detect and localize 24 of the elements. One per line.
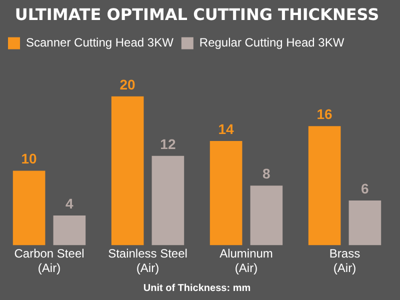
- data-label: 8: [262, 166, 271, 182]
- bar: [111, 96, 144, 246]
- x-tick-label: Carbon Steel (Air): [14, 246, 84, 276]
- chart-title: ULTIMATE OPTIMAL CUTTING THICKNESS: [14, 4, 380, 24]
- data-label: 16: [316, 106, 333, 122]
- bar: [250, 186, 283, 246]
- bar: [210, 141, 242, 246]
- data-label: 6: [361, 180, 370, 196]
- x-tick-label: Brass (Air): [329, 246, 360, 276]
- legend-label: Scanner Cutting Head 3KW: [26, 36, 174, 50]
- bar: [348, 200, 382, 246]
- data-label: 10: [21, 150, 38, 167]
- data-label: 12: [160, 136, 176, 152]
- bar: [12, 170, 46, 246]
- bar: [308, 126, 341, 246]
- x-tick-label: Stainless Steel (Air): [108, 246, 188, 276]
- data-label: 14: [218, 120, 234, 137]
- data-label: 20: [120, 76, 136, 92]
- x-axis-title: Unit of Thickness: mm: [143, 282, 251, 294]
- x-tick-label: Aluminum (Air): [220, 246, 273, 276]
- bar: [152, 156, 184, 246]
- bar: [53, 215, 86, 246]
- data-label: 4: [66, 195, 74, 212]
- legend-label: Regular Cutting Head 3KW: [199, 36, 345, 50]
